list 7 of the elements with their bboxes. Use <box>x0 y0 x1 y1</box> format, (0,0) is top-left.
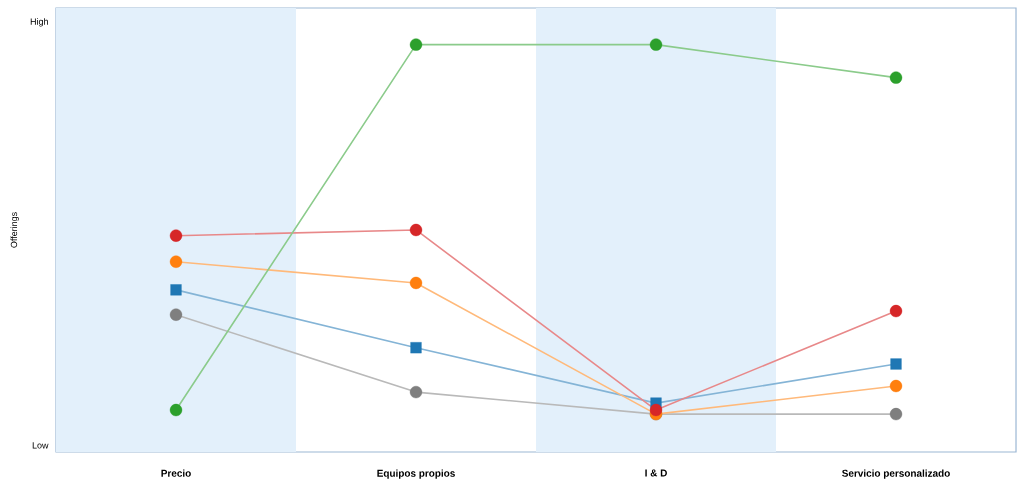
text: High <box>30 18 48 27</box>
x-tick-label: Servicio personalizado <box>842 469 950 479</box>
x-tick-label: I & D <box>645 469 667 477</box>
x-tick-label: Equipos propios <box>377 469 455 479</box>
text: Low <box>32 442 49 449</box>
x-tick-label: Precio <box>161 469 191 477</box>
y-axis-title: Offerings <box>10 212 19 248</box>
